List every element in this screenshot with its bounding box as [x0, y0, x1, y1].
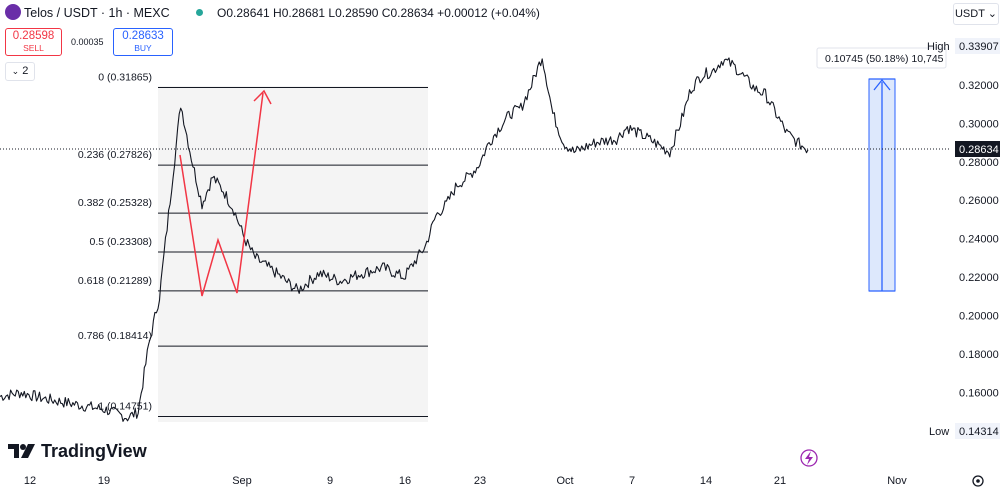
- measure-arrowhead-icon: [873, 78, 891, 91]
- fib-background: [158, 86, 428, 422]
- tradingview-logo-icon: [8, 444, 35, 458]
- brand-name: TradingView: [41, 440, 147, 461]
- price-tick-label: 0.28000: [959, 157, 999, 169]
- gear-icon[interactable]: [972, 475, 984, 487]
- tradingview-logo[interactable]: TradingView: [8, 440, 147, 462]
- high-value-box: [955, 38, 1000, 54]
- drawn-arrowhead-icon: [253, 89, 272, 105]
- fib-label-0.5: 0.5 (0.23308): [90, 236, 152, 248]
- currency-label: USDT: [954, 8, 985, 20]
- time-tick-label: Nov: [887, 475, 907, 487]
- time-tick-label: 21: [774, 475, 786, 487]
- fib-retracement[interactable]: [158, 86, 428, 418]
- chevron-down-icon: ⌄: [11, 66, 20, 76]
- price-tick-label: 0.24000: [959, 234, 999, 246]
- price-axis[interactable]: 0.32000 0.30000 0.28000 0.26000 0.24000 0.220…: [959, 80, 999, 400]
- high-label: High: [927, 41, 950, 53]
- time-tick-label: Oct: [556, 475, 573, 487]
- high-value: 0.33907: [959, 41, 999, 53]
- time-tick-label: 14: [700, 475, 712, 487]
- low-value-box: [955, 423, 1000, 439]
- fib-label-0.786: 0.786 (0.18414): [78, 330, 152, 342]
- fib-label-0.382: 0.382 (0.25328): [78, 197, 152, 209]
- low-marker: Low 0.14314: [929, 423, 1000, 439]
- collapse-indicators-button[interactable]: ⌄ 2: [5, 62, 35, 81]
- time-tick-label: Sep: [232, 475, 252, 487]
- measure-label-box: [816, 47, 947, 69]
- price-series-line: [0, 57, 809, 422]
- fib-label-0.618: 0.618 (0.21289): [78, 275, 152, 287]
- fib-label-0: 0 (0.31865): [98, 71, 152, 83]
- symbol-title[interactable]: Telos / USDT · 1h · MEXC: [24, 6, 170, 20]
- price-tick-label: 0.20000: [959, 311, 999, 323]
- drawn-path-line[interactable]: [179, 92, 264, 297]
- sell-button[interactable]: 0.28598 SELL: [5, 28, 62, 56]
- price-tick-label: 0.30000: [959, 118, 999, 130]
- buy-button[interactable]: 0.28633 BUY: [113, 28, 173, 56]
- price-tick-label: 0.26000: [959, 195, 999, 207]
- spread-value: 0.00035: [71, 37, 104, 47]
- measure-label: 0.10745 (50.18%) 10,745: [825, 53, 944, 65]
- high-marker: High 0.33907: [927, 38, 1000, 54]
- chart-header: Telos / USDT · 1h · MEXC O0.28641 H0.286…: [0, 0, 1002, 26]
- currency-select[interactable]: USDT ⌄: [953, 3, 999, 25]
- fib-label-0.236: 0.236 (0.27826): [78, 149, 152, 161]
- time-tick-label: 23: [474, 475, 486, 487]
- sell-price: 0.28598: [12, 30, 55, 42]
- buy-label: BUY: [134, 43, 152, 53]
- time-tick-label: 9: [327, 475, 333, 487]
- time-tick-label: 19: [98, 475, 110, 487]
- price-tick-label: 0.18000: [959, 349, 999, 361]
- last-price-value: 0.28634: [959, 144, 999, 156]
- time-axis[interactable]: 12 19 Sep 9 16 23 Oct 7 14 21 Nov: [24, 475, 907, 487]
- price-tick-label: 0.16000: [959, 388, 999, 400]
- collapse-count: 2: [22, 65, 29, 77]
- price-tick-label: 0.22000: [959, 272, 999, 284]
- sell-label: SELL: [23, 43, 44, 53]
- lightning-icon[interactable]: [800, 449, 818, 467]
- time-tick-label: 7: [629, 475, 635, 487]
- price-tick-label: 0.32000: [959, 80, 999, 92]
- symbol-logo-icon: [5, 4, 21, 20]
- last-price-box: [955, 141, 1000, 157]
- buy-price: 0.28633: [122, 30, 164, 42]
- chevron-down-icon: ⌄: [987, 8, 998, 20]
- low-value: 0.14314: [959, 426, 999, 438]
- ohlc-readout: O0.28641 H0.28681 L0.28590 C0.28634 +0.0…: [217, 6, 540, 20]
- time-tick-label: 16: [399, 475, 411, 487]
- low-label: Low: [929, 426, 949, 438]
- market-status-dot-icon: [196, 9, 203, 16]
- last-price-marker: 0.28634: [955, 141, 1000, 157]
- time-tick-label: 12: [24, 475, 36, 487]
